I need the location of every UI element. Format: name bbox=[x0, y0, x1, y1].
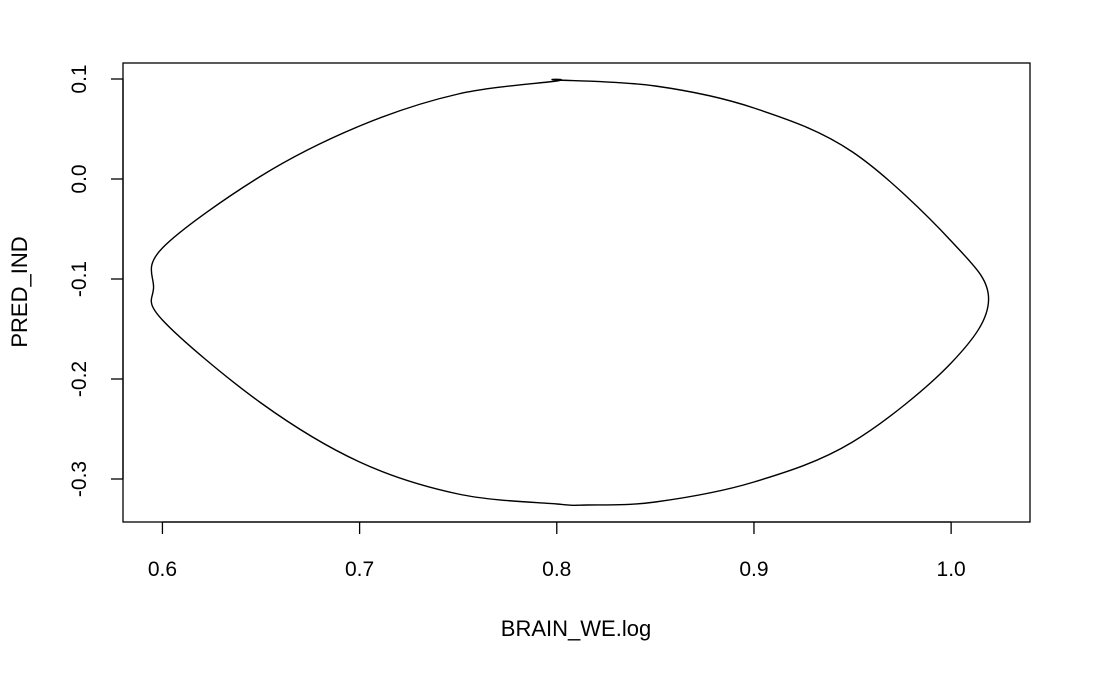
y-tick-label: -0.3 bbox=[68, 461, 91, 497]
x-tick-label: 0.7 bbox=[345, 558, 374, 581]
y-tick-label: 0.1 bbox=[68, 64, 91, 93]
y-tick-label: 0.0 bbox=[68, 164, 91, 193]
plot-frame bbox=[122, 62, 1031, 523]
x-tick-label: 0.9 bbox=[739, 558, 768, 581]
series-layer bbox=[150, 78, 990, 507]
series-line bbox=[150, 78, 990, 507]
y-axis: -0.3 -0.2 -0.1 0.0 0.1 bbox=[68, 64, 124, 497]
x-tick-label: 1.0 bbox=[937, 558, 966, 581]
y-tick-label: -0.2 bbox=[68, 361, 91, 397]
x-axis: 0.6 0.7 0.8 0.9 1.0 bbox=[148, 521, 966, 581]
x-tick-label: 0.8 bbox=[542, 558, 571, 581]
x-axis-label: BRAIN_WE.log bbox=[501, 616, 651, 641]
x-tick-label: 0.6 bbox=[148, 558, 177, 581]
y-tick-label: -0.1 bbox=[68, 261, 91, 297]
y-axis-label: PRED_IND bbox=[7, 236, 32, 347]
